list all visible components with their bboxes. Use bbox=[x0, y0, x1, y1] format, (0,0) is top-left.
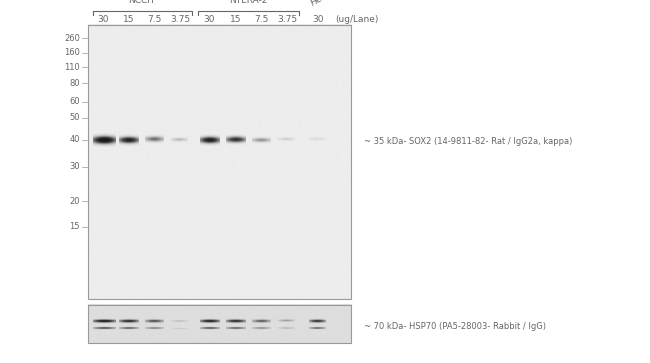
Text: 30: 30 bbox=[313, 16, 324, 24]
Text: ~ 35 kDa- SOX2 (14-9811-82- Rat / IgG2a, kappa): ~ 35 kDa- SOX2 (14-9811-82- Rat / IgG2a,… bbox=[364, 137, 573, 146]
Text: (ug/Lane): (ug/Lane) bbox=[335, 16, 378, 24]
Text: 60: 60 bbox=[70, 97, 80, 106]
Text: 15: 15 bbox=[70, 223, 80, 231]
Text: 3.75: 3.75 bbox=[171, 16, 190, 24]
Text: ~ 70 kDa- HSP70 (PA5-28003- Rabbit / IgG): ~ 70 kDa- HSP70 (PA5-28003- Rabbit / IgG… bbox=[364, 322, 546, 331]
Text: 30: 30 bbox=[70, 163, 80, 171]
Text: HeLa: HeLa bbox=[309, 0, 334, 7]
Text: 50: 50 bbox=[70, 114, 80, 122]
Text: 40: 40 bbox=[70, 135, 80, 144]
Text: 3.75: 3.75 bbox=[278, 16, 297, 24]
Text: 80: 80 bbox=[70, 79, 80, 88]
Text: 30: 30 bbox=[203, 16, 215, 24]
Text: 20: 20 bbox=[70, 197, 80, 206]
Text: NTERA-2: NTERA-2 bbox=[229, 0, 268, 5]
Text: 30: 30 bbox=[97, 16, 109, 24]
Text: 110: 110 bbox=[64, 63, 80, 72]
Text: 15: 15 bbox=[229, 16, 241, 24]
Text: 7.5: 7.5 bbox=[148, 16, 162, 24]
Text: 260: 260 bbox=[64, 34, 80, 42]
Text: 160: 160 bbox=[64, 48, 80, 57]
Text: NCCIT: NCCIT bbox=[128, 0, 155, 5]
Bar bbox=[88, 305, 351, 343]
Text: 7.5: 7.5 bbox=[254, 16, 268, 24]
Bar bbox=[88, 25, 351, 299]
Text: 15: 15 bbox=[123, 16, 135, 24]
